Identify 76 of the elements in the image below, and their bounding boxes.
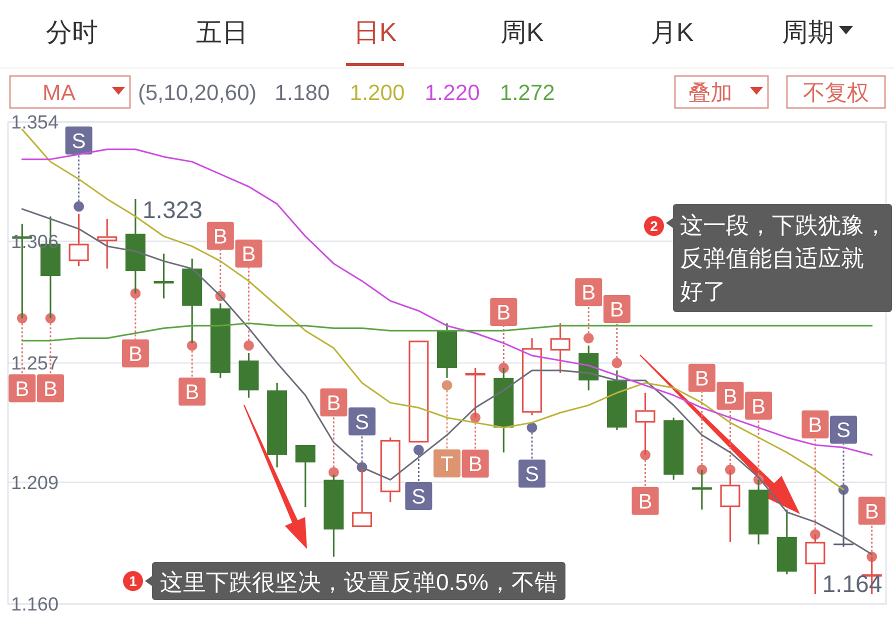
signal-label: B — [716, 382, 744, 465]
point — [583, 332, 594, 344]
data-label: S — [412, 485, 426, 508]
signal-label: B — [206, 222, 234, 291]
data-label: S — [836, 419, 851, 442]
tab-label: 周期 — [782, 17, 834, 47]
signal-label: S — [405, 454, 432, 510]
data-label: B — [43, 378, 58, 401]
data-label: B — [582, 282, 596, 305]
point — [328, 467, 339, 478]
signal-label: B — [858, 496, 886, 552]
signal-label: B — [575, 278, 602, 334]
control: 不复权 — [786, 75, 886, 109]
signal-label: B — [235, 240, 262, 341]
annotation: 1.323 — [142, 197, 203, 224]
signal-label: B — [632, 460, 659, 515]
data-label: B — [610, 298, 624, 322]
signal-label: S — [65, 126, 92, 202]
data-label: B — [326, 392, 341, 415]
signal-label: B — [462, 422, 489, 478]
signal-label: B — [745, 392, 772, 475]
data-label: B — [694, 367, 709, 390]
data-label: B — [242, 243, 256, 266]
point — [244, 340, 254, 351]
tab-label: 周K — [500, 17, 544, 47]
control: MA — [9, 75, 131, 109]
tab-label: 分时 — [46, 17, 98, 47]
data-label: B — [128, 342, 142, 366]
point — [526, 422, 538, 433]
note: 这一段，下跌犹豫，反弹值能自适应就好了 — [666, 204, 892, 312]
legend: (5,10,20,60) 1.180 1.200 1.220 1.272 — [138, 80, 555, 105]
signal-label: S — [518, 432, 546, 488]
signal-label: B — [178, 350, 206, 406]
data-label: S — [524, 463, 539, 486]
data-label: B — [864, 500, 879, 524]
point — [413, 444, 424, 456]
note: 这里下跌很坚决，设置反弹0.5%，不错 — [145, 562, 566, 600]
annotation: 这一段，下跌犹豫，反弹值能自适应就好了 — [680, 212, 887, 304]
data-label: B — [496, 301, 511, 324]
signal-label: B — [490, 298, 518, 363]
data-label: B — [808, 414, 822, 437]
signal-label: B — [802, 410, 829, 530]
point — [186, 340, 198, 351]
data-label: B — [468, 453, 482, 476]
signal-label: S — [348, 407, 376, 462]
tab-label: 日K — [353, 17, 397, 47]
badge: 1 — [123, 571, 143, 591]
y-tick-label: 1.209 — [11, 472, 59, 494]
y-tick-label: 1.257 — [11, 354, 59, 374]
y-tick-label: 1.160 — [11, 594, 59, 616]
data-label: B — [213, 225, 228, 248]
tab-label: 月K — [650, 17, 694, 47]
signal-label: S — [830, 416, 858, 485]
data-label: S — [72, 130, 86, 153]
signal-label: B — [320, 388, 348, 468]
point — [612, 358, 622, 368]
annotation: 这里下跌很坚决，设置反弹0.5%，不错 — [160, 569, 558, 595]
point — [74, 201, 84, 212]
control: 叠加 — [674, 75, 769, 109]
y-tick-label: 1.354 — [11, 112, 59, 134]
annotation: 1 — [129, 573, 138, 589]
signal-label: B — [688, 364, 716, 465]
data-label: B — [752, 395, 766, 418]
annotation: 2 — [650, 218, 658, 234]
data-label: S — [355, 410, 370, 434]
data-label: B — [723, 385, 738, 408]
data-label: B — [638, 490, 652, 514]
signal-label: B — [122, 298, 149, 368]
badge: 2 — [644, 216, 664, 236]
data-label: B — [185, 381, 200, 404]
data-label: B — [15, 378, 30, 401]
signal-label: T — [434, 390, 460, 478]
signal-label: B — [603, 295, 630, 358]
line-series — [21, 322, 873, 342]
data-label: T — [440, 452, 454, 476]
tab-label: 五日 — [196, 17, 248, 47]
